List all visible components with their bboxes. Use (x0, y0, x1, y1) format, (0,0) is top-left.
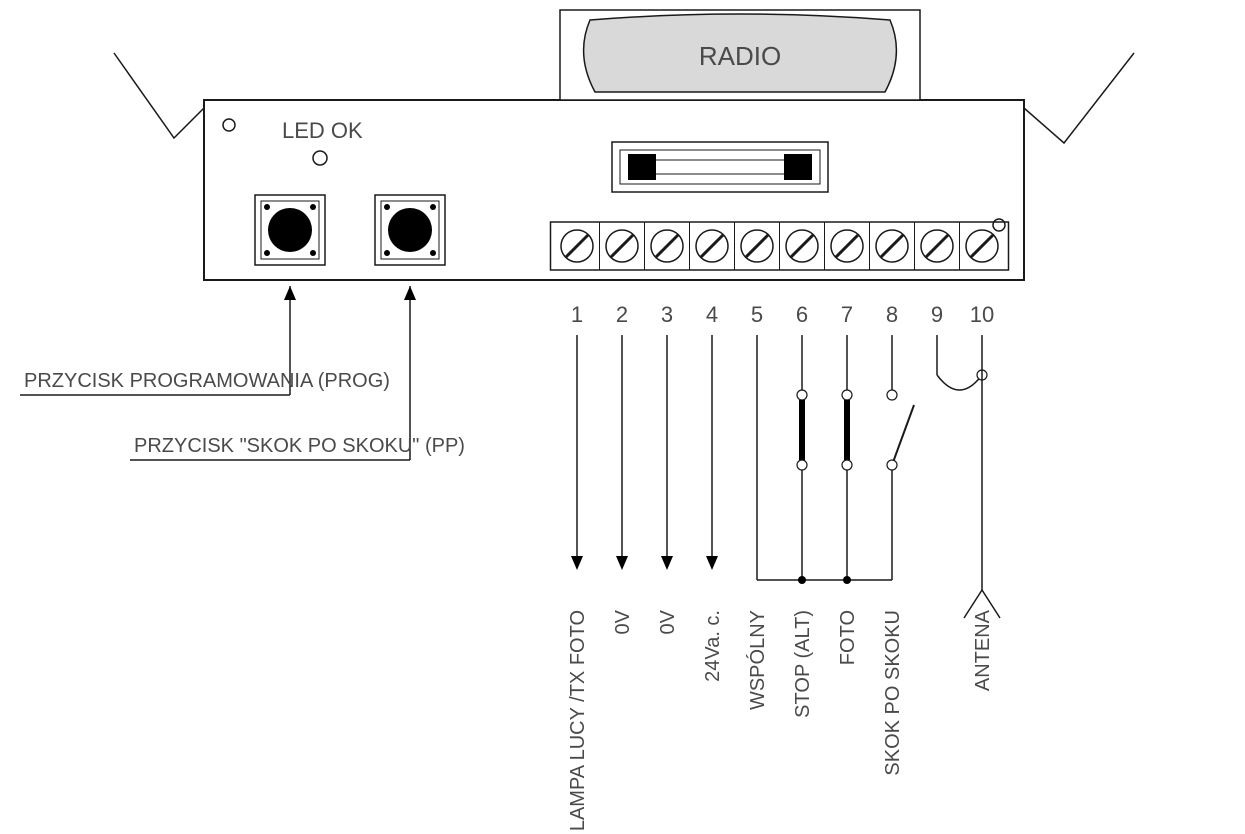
contact-node (887, 460, 897, 470)
fuse-cap (784, 154, 812, 180)
junction (843, 576, 851, 584)
terminal-label: FOTO (837, 610, 859, 665)
arrow-head (284, 286, 296, 300)
terminal-number: 2 (616, 302, 628, 327)
arrow-head (616, 556, 628, 570)
arrow-head (661, 556, 673, 570)
junction (798, 576, 806, 584)
contact-node (797, 390, 807, 400)
nc-contact (799, 400, 805, 460)
terminal-number: 10 (970, 302, 994, 327)
terminal-label: 0V (612, 609, 634, 634)
pp-label: PRZYCISK "SKOK PO SKOKU" (PP) (134, 435, 465, 457)
pp-button (375, 195, 445, 265)
terminal-label: WSPÓLNY (746, 610, 769, 710)
radio-label: RADIO (699, 41, 781, 71)
terminal-number: 5 (751, 302, 763, 327)
fuse-cap (628, 154, 656, 180)
terminal-label: ANTENA (972, 609, 994, 691)
contact-node (842, 460, 852, 470)
terminal-number: 6 (796, 302, 808, 327)
led-ok-label: LED OK (282, 118, 363, 143)
terminal-number: 3 (661, 302, 673, 327)
led-ok (313, 151, 327, 165)
arrow-head (706, 556, 718, 570)
contact-node (887, 390, 897, 400)
terminal-number: 7 (841, 302, 853, 327)
no-contact (892, 405, 914, 465)
terminal-number: 4 (706, 302, 718, 327)
contact-node (797, 460, 807, 470)
terminal-label: STOP (ALT) (792, 610, 814, 718)
mounting-hole (993, 219, 1005, 231)
prog-button (255, 195, 325, 265)
wiring-diagram: RADIO LED OK 1 2 3 4 5 6 7 8 9 10 PRZYCISK PROGRAMOW… (0, 0, 1245, 834)
break-mark-left (114, 53, 204, 138)
terminal-label: LAMPA LUCY /TX FOTO (567, 610, 589, 831)
coax-shield (937, 375, 982, 390)
terminal-label: 0V (657, 609, 679, 634)
break-mark-right (1024, 53, 1134, 143)
terminal-number: 9 (931, 302, 943, 327)
terminal-label: 24Va. c. (702, 610, 724, 682)
terminal-number: 8 (886, 302, 898, 327)
arrow-head (571, 556, 583, 570)
arrow-head (404, 286, 416, 300)
mounting-hole (223, 119, 235, 131)
terminal-label: SKOK PO SKOKU (882, 610, 904, 776)
terminal-number: 1 (571, 302, 583, 327)
contact-node (842, 390, 852, 400)
prog-label: PRZYCISK PROGRAMOWANIA (PROG) (24, 370, 390, 392)
nc-contact (844, 400, 850, 460)
